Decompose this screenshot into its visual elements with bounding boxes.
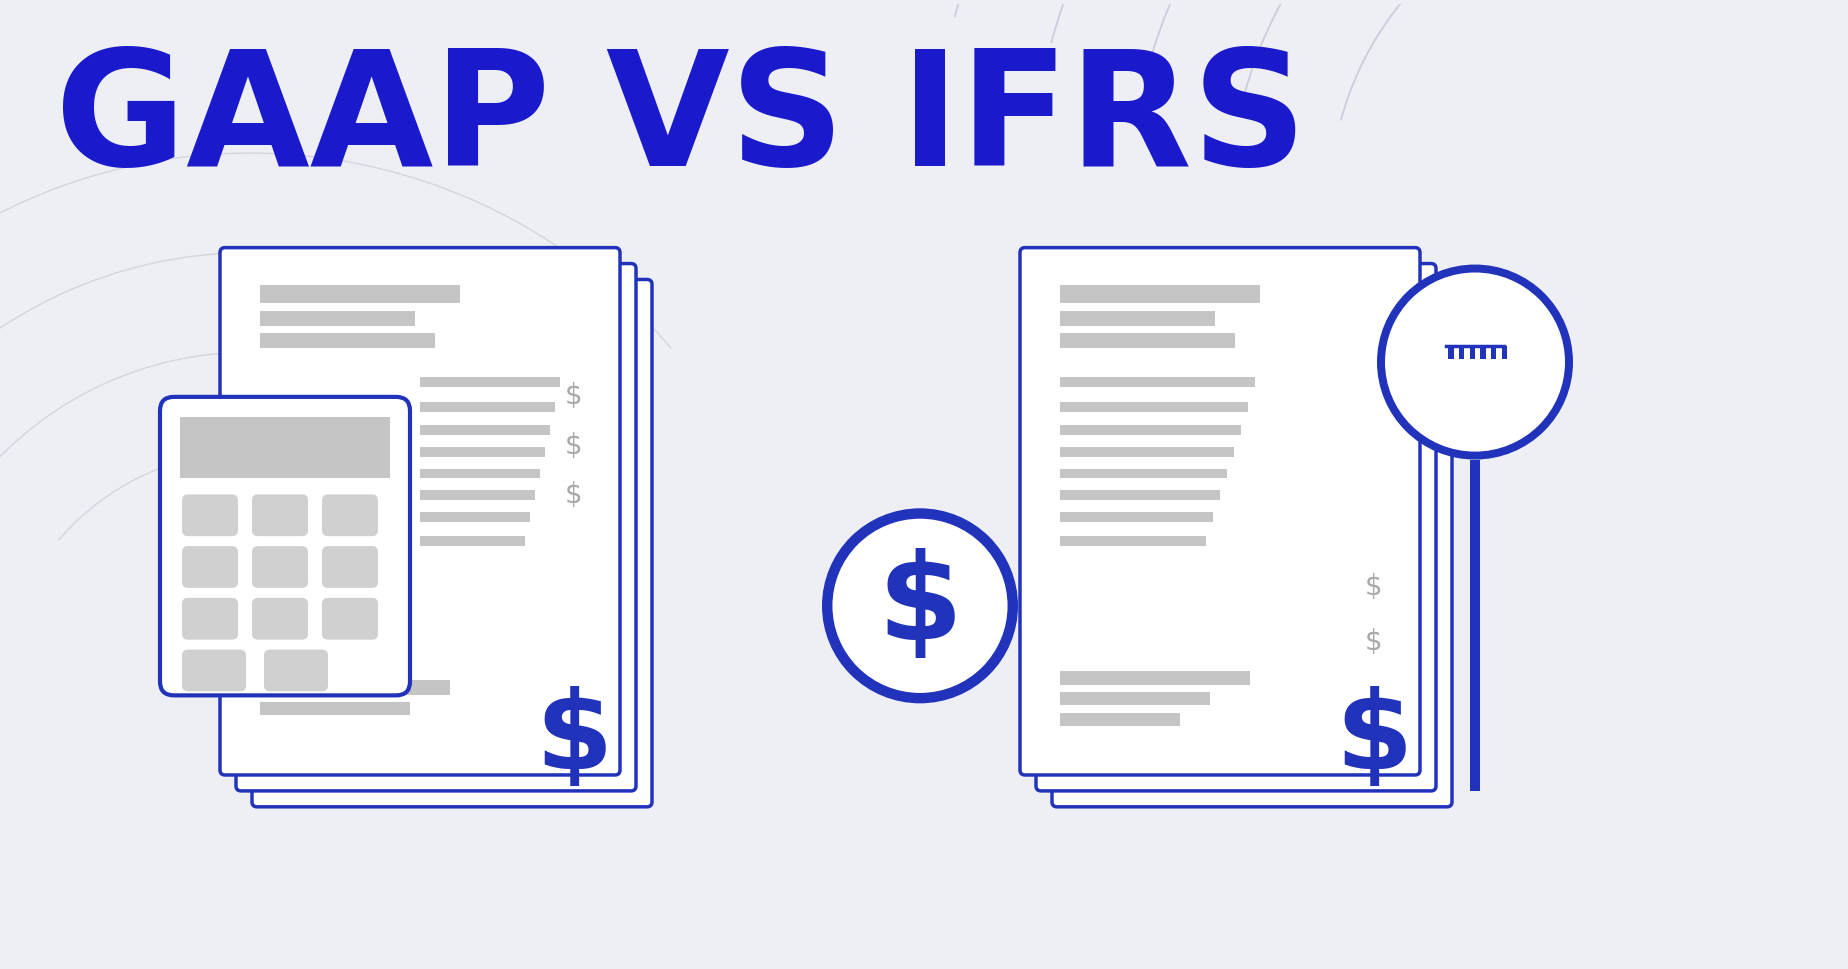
Bar (261, 681, 451, 696)
Circle shape (822, 509, 1018, 703)
FancyBboxPatch shape (251, 598, 309, 640)
Bar (1061, 286, 1260, 304)
Bar (179, 418, 390, 479)
FancyBboxPatch shape (181, 650, 246, 692)
FancyBboxPatch shape (161, 397, 410, 696)
Circle shape (1377, 266, 1573, 460)
Bar (1061, 491, 1220, 501)
Bar (1061, 713, 1181, 727)
Bar (1061, 469, 1227, 479)
FancyBboxPatch shape (251, 495, 309, 537)
FancyBboxPatch shape (237, 265, 636, 791)
Bar (1469, 374, 1480, 391)
Text: $: $ (1366, 573, 1382, 601)
Bar (1443, 347, 1506, 359)
FancyBboxPatch shape (181, 495, 238, 537)
Bar (1061, 378, 1255, 388)
Circle shape (830, 516, 1011, 696)
FancyBboxPatch shape (251, 280, 652, 807)
Bar (419, 425, 551, 435)
Bar (1469, 460, 1480, 791)
Bar (419, 402, 554, 413)
Text: $: $ (565, 481, 582, 509)
Bar (1454, 347, 1460, 359)
Text: $: $ (536, 686, 612, 793)
Bar (1497, 347, 1502, 359)
FancyBboxPatch shape (322, 495, 379, 537)
Bar (419, 447, 545, 457)
Text: $: $ (565, 382, 582, 410)
Bar (261, 703, 410, 715)
Text: GAAP VS IFRS: GAAP VS IFRS (55, 44, 1307, 199)
Bar (1061, 425, 1242, 435)
FancyBboxPatch shape (251, 547, 309, 588)
Bar (419, 491, 536, 501)
Bar (1061, 334, 1234, 349)
FancyBboxPatch shape (322, 598, 379, 640)
FancyBboxPatch shape (1020, 248, 1419, 775)
Bar (419, 537, 525, 547)
Text: $: $ (878, 547, 963, 665)
Bar (1486, 365, 1501, 379)
Text: $: $ (1334, 686, 1412, 793)
Bar (261, 286, 460, 304)
Bar (261, 312, 416, 327)
Bar (1486, 347, 1491, 359)
Bar (1061, 312, 1214, 327)
Bar (1061, 513, 1212, 522)
FancyBboxPatch shape (322, 547, 379, 588)
FancyBboxPatch shape (220, 248, 619, 775)
Bar (1061, 671, 1249, 686)
Circle shape (1384, 273, 1565, 453)
Bar (419, 469, 540, 479)
Text: $: $ (1366, 627, 1382, 655)
Bar (1475, 347, 1480, 359)
Bar (1061, 693, 1210, 705)
FancyBboxPatch shape (1037, 265, 1436, 791)
Bar (1061, 402, 1247, 413)
Bar (419, 378, 560, 388)
Bar (1464, 347, 1469, 359)
Bar (1445, 359, 1504, 391)
FancyBboxPatch shape (181, 598, 238, 640)
FancyBboxPatch shape (264, 650, 327, 692)
Bar (261, 334, 434, 349)
Bar (419, 513, 530, 522)
Bar (1443, 347, 1449, 359)
FancyBboxPatch shape (1052, 280, 1453, 807)
FancyBboxPatch shape (181, 547, 238, 588)
Bar (1451, 365, 1465, 379)
Text: $: $ (565, 431, 582, 459)
Bar (1061, 447, 1234, 457)
Bar (1061, 537, 1207, 547)
